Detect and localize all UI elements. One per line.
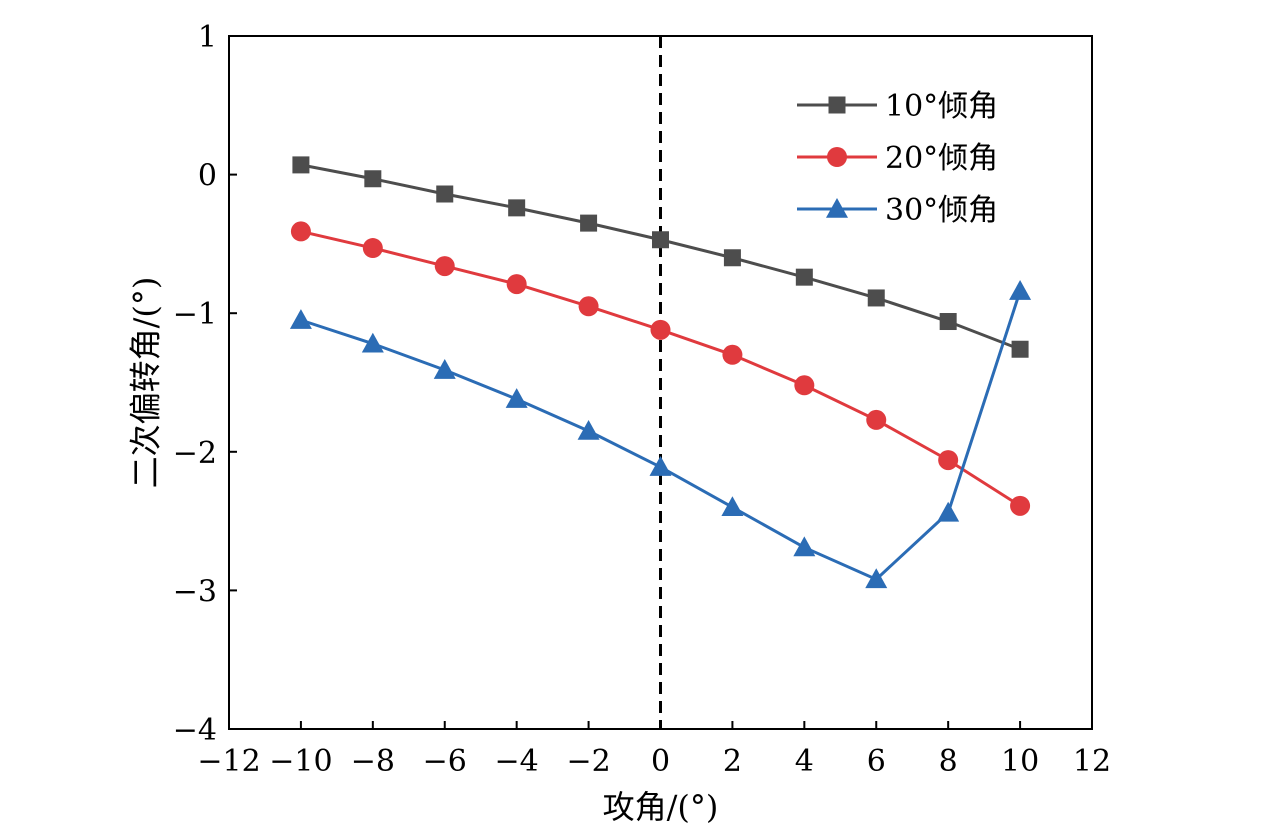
y-tick-label: −2: [173, 436, 217, 471]
series-2: [290, 221, 1031, 516]
x-tick-label: −2: [566, 744, 610, 779]
y-tick-label: 1: [198, 20, 217, 55]
legend: 10°倾角 20°倾角 30°倾角: [797, 89, 998, 228]
x-tick-label: −6: [423, 744, 467, 779]
data-point: [866, 409, 887, 430]
data-point: [578, 296, 599, 317]
x-tick-label: 4: [795, 744, 814, 779]
x-axis-title: 攻角/(°): [603, 788, 719, 826]
data-point: [865, 568, 888, 589]
data-point: [867, 289, 885, 307]
data-point: [289, 309, 312, 329]
x-tick-label: 0: [651, 744, 670, 779]
data-point: [652, 231, 669, 249]
data-point: [436, 185, 454, 203]
y-tick-label: −3: [173, 574, 217, 609]
data-point: [793, 536, 816, 557]
data-point: [1010, 495, 1031, 516]
x-tick-label: 6: [867, 744, 886, 779]
x-tick-label: −10: [269, 744, 332, 779]
series-1: [292, 156, 1029, 358]
data-point: [721, 496, 744, 517]
data-point: [508, 199, 526, 217]
data-point: [364, 170, 382, 188]
data-point: [794, 375, 815, 396]
data-point: [938, 450, 959, 471]
legend-label: 10°倾角: [885, 89, 998, 124]
legend-marker: [827, 147, 847, 167]
data-point: [505, 388, 528, 408]
x-tick-label: 12: [1073, 744, 1111, 779]
x-tick-label: −4: [495, 744, 539, 779]
y-tick-label: 0: [198, 159, 217, 194]
data-point: [580, 214, 598, 232]
legend-marker: [826, 198, 848, 218]
legend-marker: [828, 96, 846, 114]
data-point: [1011, 340, 1029, 358]
legend-label: 20°倾角: [885, 141, 998, 176]
data-point: [290, 221, 311, 242]
y-tick-label: −4: [173, 713, 217, 748]
x-tick-label: −12: [197, 744, 260, 779]
data-point: [650, 319, 671, 340]
data-point: [506, 274, 527, 295]
legend-item: 10°倾角: [797, 89, 998, 124]
data-point: [292, 156, 310, 174]
data-point: [939, 313, 957, 331]
data-point: [723, 249, 741, 267]
x-tick-label: 10: [1001, 744, 1039, 779]
legend-label: 30°倾角: [885, 193, 998, 228]
x-tick-label: 8: [939, 744, 958, 779]
data-point: [1009, 280, 1032, 300]
plot-area: −12 −10 −8 −6 −4 −2 0 2 4 6 8 10 12−4−3−2−101: [173, 20, 1111, 779]
legend-item: 20°倾角: [797, 141, 998, 176]
x-tick-label: −8: [351, 744, 395, 779]
data-point: [937, 501, 960, 522]
data-point: [577, 420, 600, 440]
data-point: [649, 456, 672, 476]
legend-item: 30°倾角: [797, 193, 998, 228]
y-tick-label: −1: [173, 297, 217, 332]
data-point: [433, 359, 456, 379]
data-point: [361, 332, 384, 353]
y-axis-title: 二次偏转角/(°): [127, 277, 165, 489]
data-point: [434, 256, 455, 277]
data-point: [722, 344, 743, 365]
data-point: [362, 238, 383, 259]
series-3: [289, 280, 1032, 589]
x-tick-label: 2: [723, 744, 742, 779]
data-point: [795, 268, 813, 286]
